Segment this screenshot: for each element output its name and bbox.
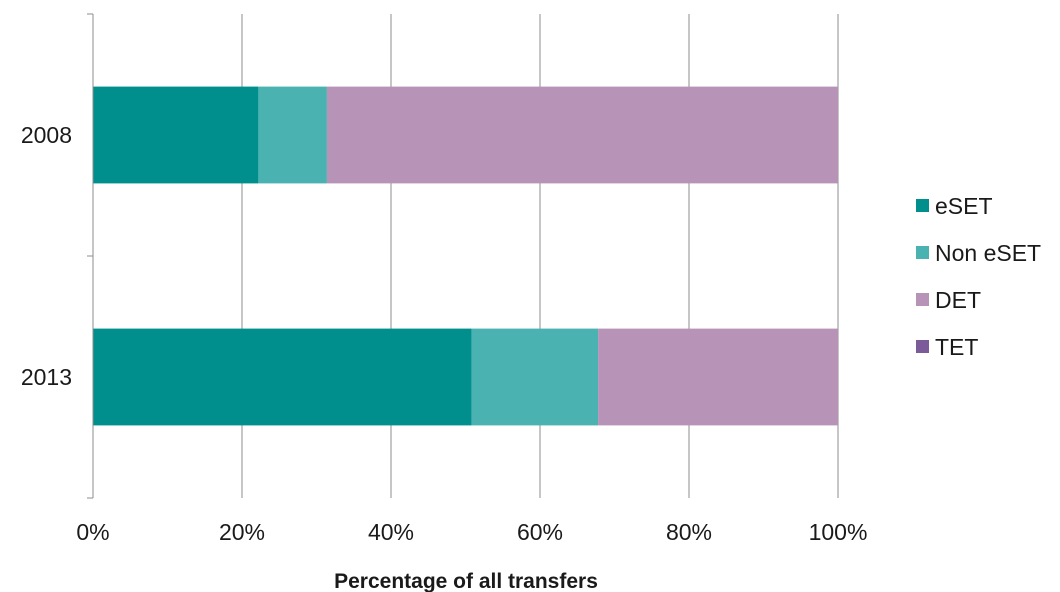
bars	[93, 86, 838, 426]
legend: eSET Non eSET DET TET	[916, 193, 1041, 360]
x-tick-label: 20%	[219, 519, 265, 545]
x-axis-title: Percentage of all transfers	[334, 570, 598, 592]
legend-label: DET	[935, 287, 981, 313]
y-category-label: 2008	[21, 122, 72, 148]
legend-label: eSET	[935, 193, 993, 219]
x-tick-label: 0%	[76, 519, 109, 545]
legend-swatch-det	[916, 293, 929, 306]
y-category-label: 2013	[21, 364, 72, 390]
x-tick-label: 60%	[517, 519, 563, 545]
bar-non-eset-2008	[258, 86, 327, 184]
bar-det-2013	[598, 328, 838, 426]
bar-non-eset-2013	[471, 328, 599, 426]
legend-swatch-non-eset	[916, 246, 929, 259]
x-tick-labels: 0% 20% 40% 60% 80% 100%	[76, 519, 867, 545]
bar-eset-2013	[93, 328, 472, 426]
bar-eset-2008	[93, 86, 259, 184]
legend-label: TET	[935, 334, 978, 360]
x-tick-label: 100%	[809, 519, 868, 545]
y-category-labels: 2008 2013	[21, 122, 72, 390]
x-tick-label: 40%	[368, 519, 414, 545]
legend-swatch-eset	[916, 199, 929, 212]
x-tick-label: 80%	[666, 519, 712, 545]
legend-label: Non eSET	[935, 240, 1041, 266]
axes	[87, 13, 94, 499]
legend-swatch-tet	[916, 340, 929, 353]
bar-det-2008	[326, 86, 838, 184]
